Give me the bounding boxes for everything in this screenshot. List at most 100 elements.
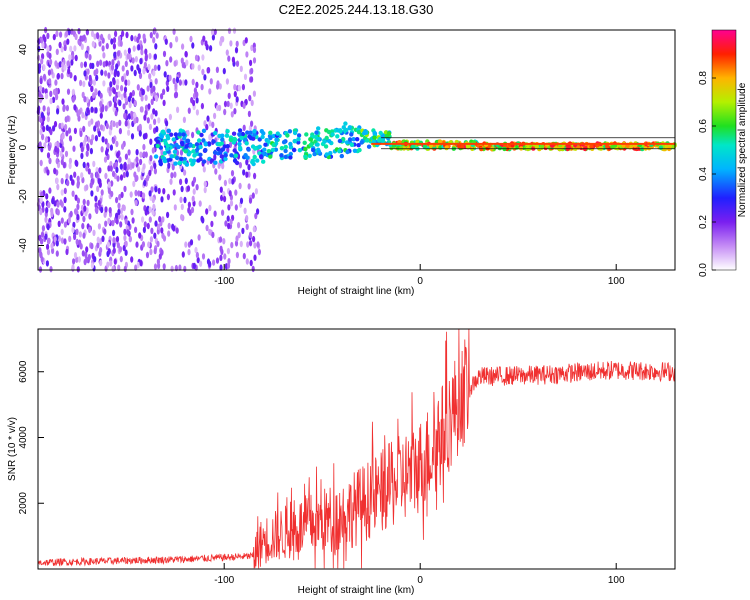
spectrogram-cell (173, 204, 177, 211)
spectrogram-cell (323, 144, 329, 149)
spectrogram-cell (119, 163, 123, 170)
spectrogram-cell (151, 209, 155, 216)
spectrogram-cell (219, 236, 223, 243)
spectrogram-cell (233, 84, 237, 91)
spectrogram-cell (42, 105, 46, 112)
spectrogram-cell (66, 38, 70, 45)
spectrogram-cell (146, 85, 150, 92)
spectrogram-cell (96, 236, 100, 243)
spectrogram-cell (206, 67, 210, 74)
spectrogram-cell (73, 171, 77, 178)
spectrogram-cell (132, 180, 136, 188)
spectrogram-cell (254, 212, 258, 220)
spectrogram-cell (138, 232, 142, 239)
spectrogram-cell (275, 131, 280, 136)
spectrogram-cell (345, 149, 350, 155)
spectrogram-cell (65, 248, 69, 256)
spectrogram-cell (65, 173, 69, 180)
spectrogram-cell (168, 74, 172, 82)
snr-panel: -100 0 100 2000 4000 6000 Height of straight … (7, 328, 676, 596)
spectrogram-cell (268, 130, 273, 135)
spectrogram-cell (113, 96, 117, 103)
spectrogram-cell (79, 130, 83, 137)
spectrogram-cell (81, 112, 85, 119)
spectrogram-cell (235, 96, 239, 103)
spectrogram-cell (252, 132, 257, 137)
spectrogram-cell (123, 185, 127, 193)
spectrogram-cell (324, 152, 329, 157)
spectrogram-cell (224, 133, 230, 138)
spectrogram-cell (89, 147, 93, 155)
spectrogram-cell (206, 115, 210, 122)
spectrogram-cell (103, 211, 107, 218)
spectrogram-cell (70, 59, 74, 66)
spectrogram-cell (143, 221, 147, 228)
spectrogram-cell (162, 50, 167, 58)
spectrogram-cell (105, 42, 109, 50)
spectrogram-cell (46, 169, 50, 176)
spectrogram-cell (183, 149, 188, 154)
spectrogram-cell (115, 121, 119, 129)
spectrogram-cell (380, 138, 386, 144)
spectrogram-cell (142, 163, 146, 170)
spectrogram-cell (61, 146, 65, 153)
spectrogram-cell (73, 75, 77, 82)
spectrogram-cell (39, 116, 43, 124)
spectrogram-cell (112, 37, 117, 44)
spectrogram-cell (56, 108, 60, 115)
spectrogram-cell (195, 251, 199, 259)
spectrogram-cell (49, 128, 53, 136)
spectrogram-cell (148, 169, 152, 177)
spectrogram-cell (145, 251, 150, 259)
spectrogram-cell (583, 146, 588, 151)
spectrogram-cell (39, 159, 43, 167)
spectrogram-cell (120, 191, 124, 199)
spectrogram-cell (271, 133, 276, 139)
spectrogram-cell (39, 128, 43, 136)
spectrogram-cell (76, 182, 80, 189)
spectrogram-cell (71, 88, 75, 96)
spectrogram-cell (228, 137, 233, 143)
spectrogram-cell (192, 262, 196, 270)
spectrogram-cell (49, 58, 53, 66)
spectrogram-cell (422, 143, 428, 149)
spectrogram-cell (95, 171, 99, 178)
spectrogram-cell (123, 112, 127, 120)
spectrogram-cell (65, 130, 69, 137)
spectrogram-ytick-label: 20 (18, 93, 29, 105)
spectrogram-cell (260, 134, 265, 140)
spectrogram-cell (181, 43, 185, 50)
spectrogram-cell (234, 204, 238, 211)
spectrogram-cell (148, 123, 152, 131)
spectrogram-cell (167, 230, 171, 237)
spectrogram-cell (339, 153, 344, 159)
spectrogram-cell (50, 210, 54, 218)
snr-ytick-label: 2000 (18, 492, 29, 515)
spectrogram-cell (108, 100, 112, 107)
spectrogram-cell (327, 139, 332, 144)
spectrogram-cell (90, 106, 94, 113)
spectrogram-cell (324, 135, 329, 141)
spectrogram-cell (200, 83, 204, 91)
spectrogram-cell (238, 182, 242, 190)
spectrogram-cell (122, 244, 126, 252)
spectrogram-cell (254, 188, 258, 195)
spectrogram-cell (610, 145, 615, 150)
spectrogram-cell (114, 161, 118, 168)
spectrogram-cell (154, 78, 158, 85)
spectrogram-cell (153, 27, 157, 34)
spectrogram-cell (270, 147, 276, 153)
spectrogram-cell (250, 76, 254, 83)
spectrogram-cell (247, 110, 251, 118)
spectrogram-cell (46, 243, 50, 251)
spectrogram-cell (172, 77, 176, 85)
spectrogram-cell (341, 136, 346, 142)
spectrogram-cell (213, 160, 218, 165)
spectrogram-cell (223, 153, 228, 158)
spectrogram-cell (92, 229, 96, 236)
spectrogram-cell (81, 35, 85, 42)
spectrogram-cell (322, 139, 327, 144)
spectrogram-cell (61, 133, 65, 140)
spectrogram-cell (40, 231, 45, 238)
spectrogram-cell (99, 124, 104, 131)
